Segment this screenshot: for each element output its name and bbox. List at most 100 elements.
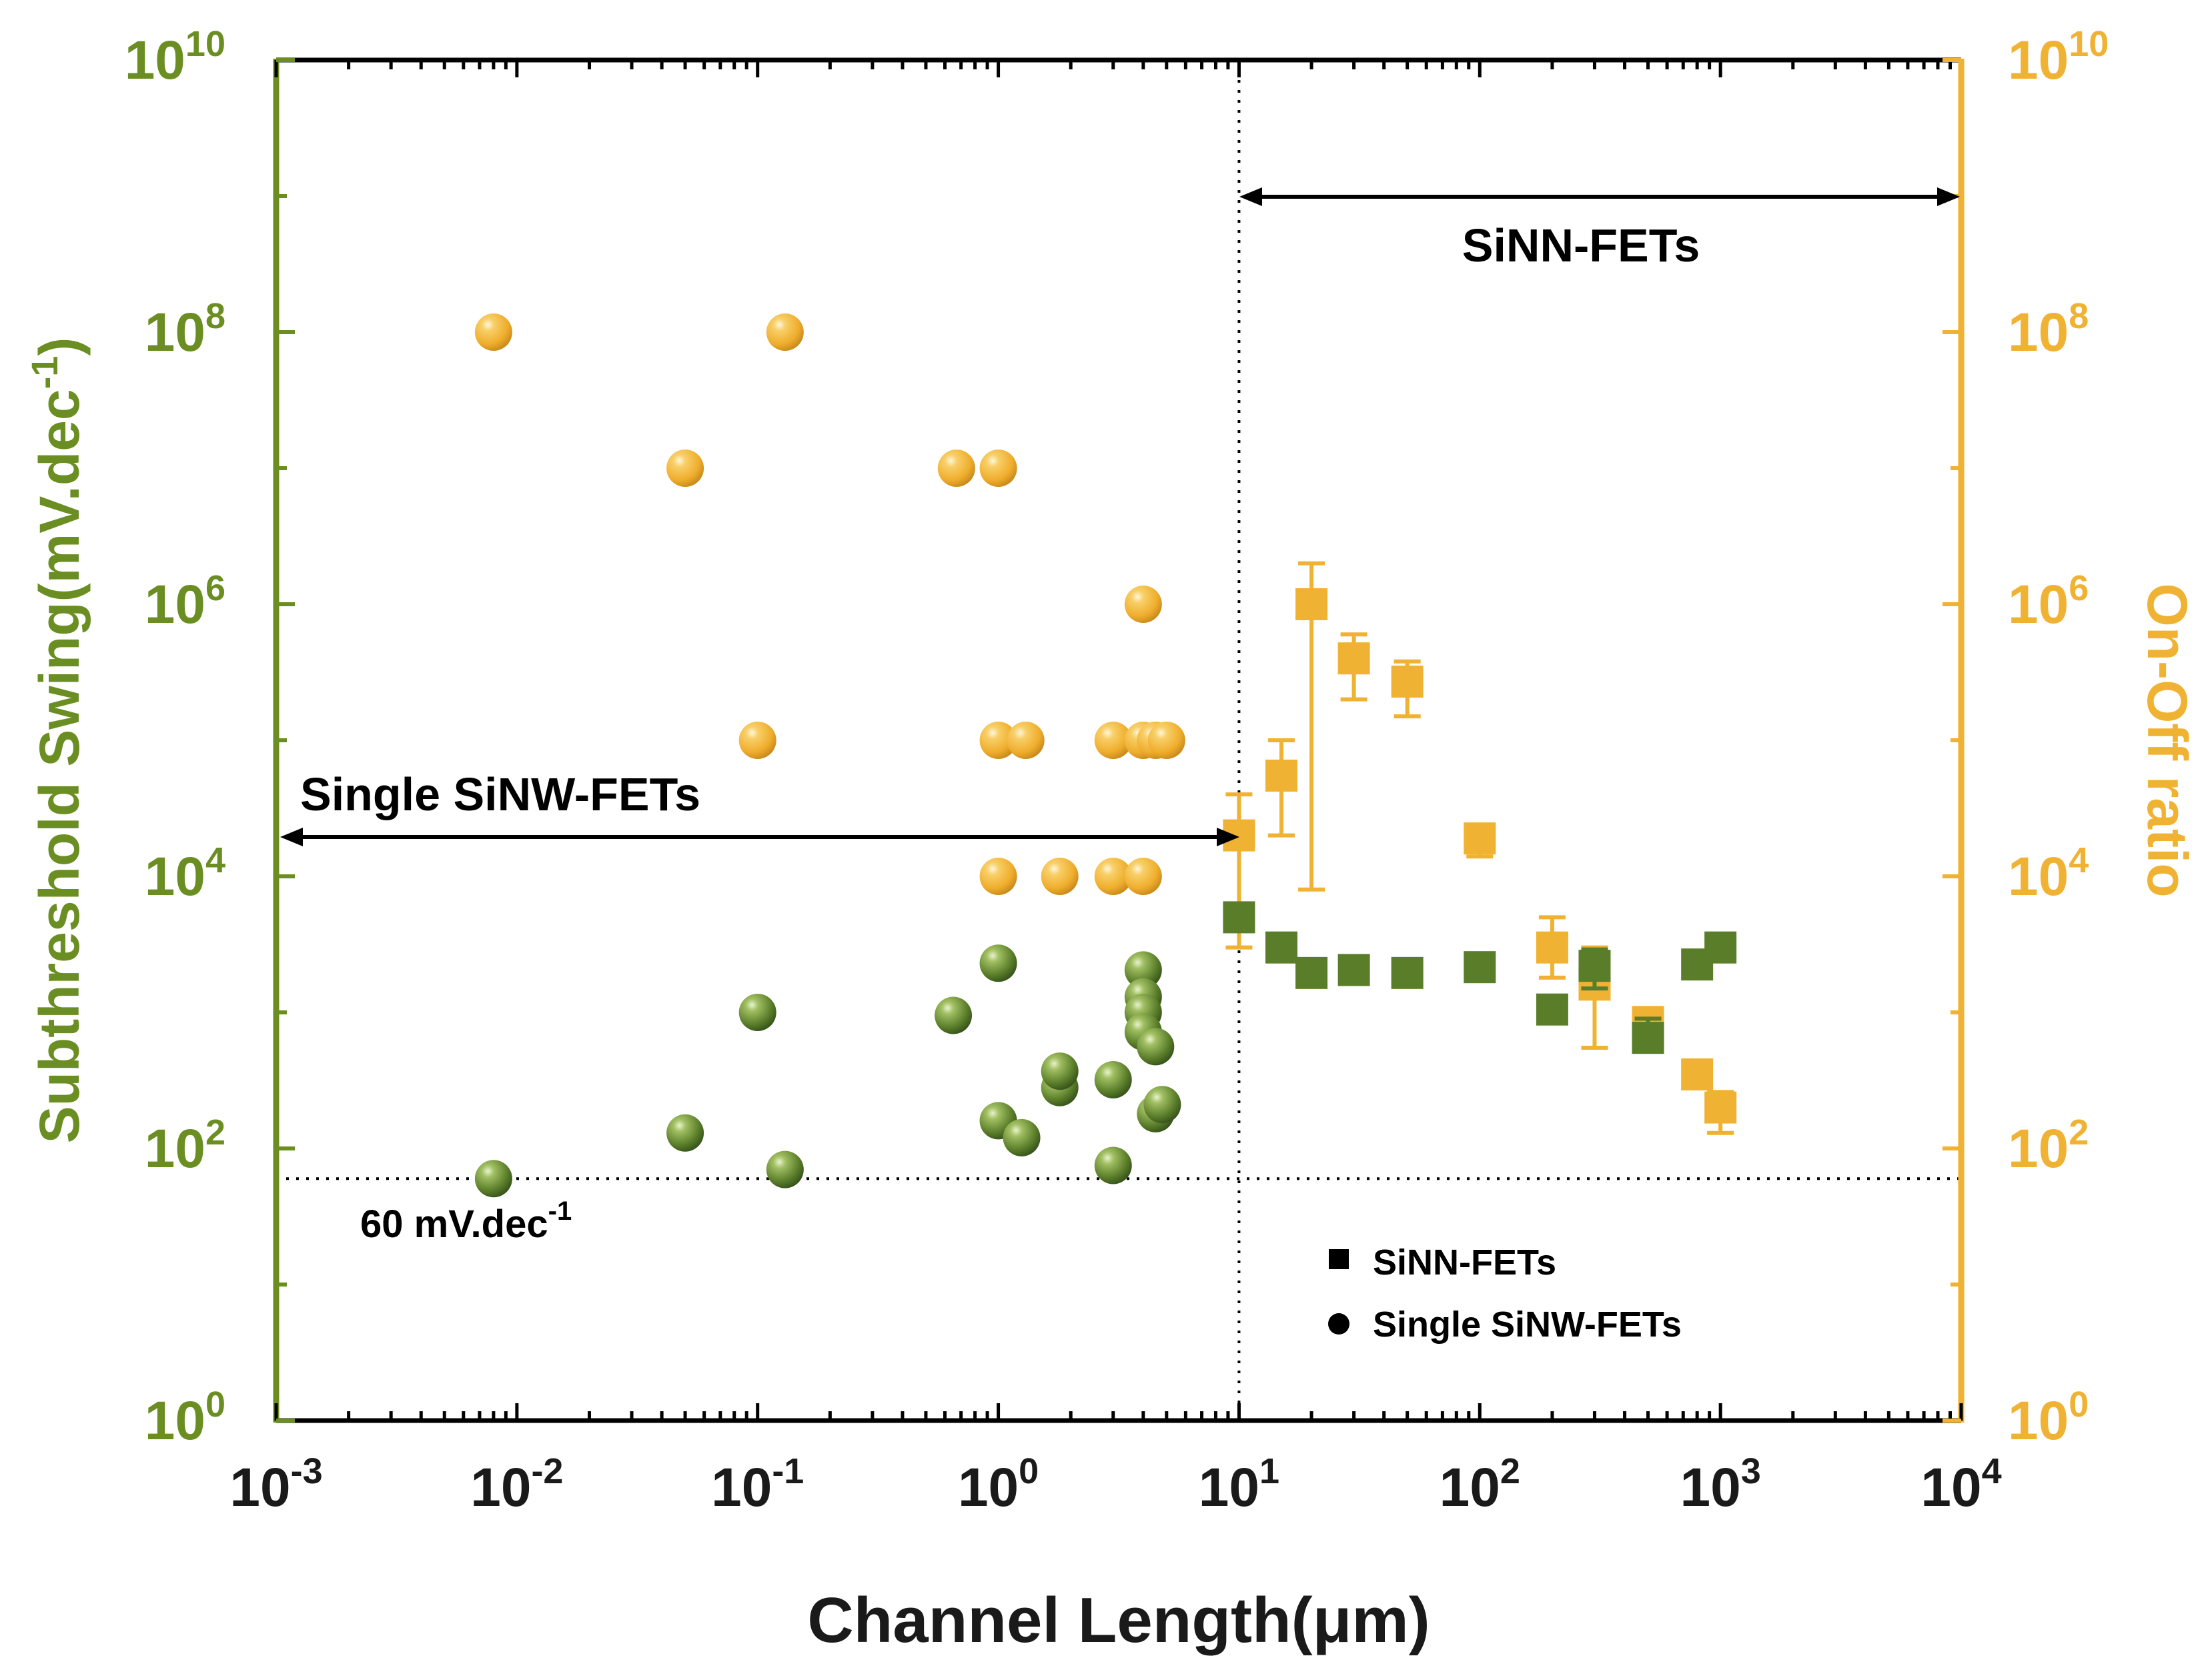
sinw-ss-point: [1124, 951, 1162, 989]
y-tick-label-right-exp: 4: [2069, 840, 2089, 880]
sinw-onoff-point: [937, 450, 975, 487]
x-tick-label-exp: 0: [1019, 1451, 1039, 1491]
sinw-onoff-point: [979, 722, 1017, 759]
legend-circle-marker: [1328, 1313, 1349, 1335]
sinw-onoff-point: [766, 313, 804, 351]
sinw-onoff-point: [1094, 858, 1132, 895]
x-tick-label: 10-1: [711, 1451, 804, 1518]
ticks-layer: [274, 58, 1963, 1423]
sinn-arrow-head-right: [1937, 187, 1960, 206]
annotation-layer: SiNN-FETs Single SiNW-FETs 60 mV.dec-1: [280, 187, 1960, 1246]
sinw-ss-point: [1143, 1086, 1181, 1124]
tick-labels-layer: 10-3 10-2 10-1 100 101 102 103 1041001021041061…: [125, 24, 2109, 1518]
sinw-ss-point: [1003, 1118, 1041, 1156]
sinw-onoff-point: [474, 313, 512, 351]
y-tick-label-left-base: 10: [145, 1118, 205, 1179]
x-tick-label-base: 10: [1920, 1457, 1981, 1518]
y-tick-label-left: 106: [145, 568, 225, 635]
sinn-ss-square: [1536, 993, 1568, 1026]
x-tick-label-base: 10: [711, 1457, 772, 1518]
sinw-onoff-point: [666, 450, 704, 487]
sinn-onoff-square: [1704, 1091, 1737, 1124]
sinw-ss-point: [935, 996, 973, 1034]
y-tick-label-left-exp: 4: [205, 840, 225, 880]
sinw-ss-point: [738, 994, 776, 1031]
x-tick-label: 10-2: [470, 1451, 563, 1518]
x-tick-label-base: 10: [1680, 1457, 1741, 1518]
sinn-onoff-square: [1681, 1058, 1714, 1091]
ss-limit-label-sup: -1: [548, 1196, 572, 1226]
sinn-range-label: SiNN-FETs: [1462, 219, 1700, 271]
sinw-onoff-point: [979, 858, 1017, 895]
x-tick-label: 104: [1920, 1451, 2001, 1518]
y-tick-label-right-exp: 8: [2069, 296, 2089, 336]
sinw-ss-point: [1094, 1060, 1132, 1098]
y-tick-label-right: 106: [2008, 568, 2089, 635]
x-tick-label-base: 10: [958, 1457, 1019, 1518]
x-tick-label-base: 10: [1440, 1457, 1500, 1518]
y-tick-label-right-exp: 2: [2069, 1112, 2089, 1152]
sinn-arrow-head-left: [1239, 187, 1262, 206]
sinn-ss-square: [1265, 931, 1297, 964]
sinn-ss-square: [1632, 1022, 1664, 1054]
y-tick-label-left-exp: 2: [205, 1112, 225, 1152]
x-tick-label: 101: [1199, 1451, 1279, 1518]
sinw-ss-point: [1137, 1028, 1175, 1066]
sinn-ss-square: [1295, 956, 1328, 989]
x-tick-label-exp: 3: [1741, 1451, 1761, 1491]
y-axis-title-left-sup: -1: [23, 356, 65, 389]
x-tick-label-base: 10: [229, 1457, 290, 1518]
y-axis-title-left: Subthreshold Swing(mV.dec-1): [23, 337, 91, 1144]
x-tick-label-base: 10: [1199, 1457, 1259, 1518]
sinw-onoff-point: [1007, 722, 1045, 759]
x-axis-title: Channel Length(μm): [807, 1585, 1430, 1656]
sinw-range-label: Single SiNW-FETs: [300, 768, 700, 820]
sinw-ss-point: [1041, 1052, 1079, 1090]
y-tick-label-right-base: 10: [2008, 302, 2069, 363]
legend-label-sinw: Single SiNW-FETs: [1373, 1305, 1682, 1345]
x-tick-label-exp: 1: [1259, 1451, 1279, 1491]
sinw-arrow-head-right: [1217, 828, 1239, 846]
sinw-ss-point: [766, 1150, 804, 1188]
y-tick-label-left-exp: 10: [185, 24, 225, 64]
y-tick-label-left: 100: [145, 1385, 225, 1451]
sinw-onoff-point: [1094, 722, 1132, 759]
x-tick-label-exp: 4: [1982, 1451, 2002, 1491]
marks-layer: [474, 313, 1737, 1198]
y-tick-label-left: 104: [145, 840, 225, 907]
y-axis-title-left-main: Subthreshold Swing(mV.dec: [28, 389, 91, 1143]
sinw-onoff-point: [979, 450, 1017, 487]
sinn-onoff-square: [1265, 759, 1297, 792]
ss-limit-label: 60 mV.dec-1: [360, 1196, 572, 1246]
sinw-onoff-point: [1147, 722, 1185, 759]
sinn-ss-square: [1464, 951, 1496, 984]
sinn-onoff-square: [1391, 666, 1424, 698]
y-tick-label-right: 108: [2008, 296, 2089, 363]
x-tick-label-exp: -2: [531, 1451, 563, 1491]
sinn-ss-square: [1391, 956, 1424, 989]
sinn-onoff-square: [1536, 931, 1568, 964]
sinn-ss-square: [1337, 954, 1370, 986]
legend-label-sinn: SiNN-FETs: [1373, 1242, 1556, 1283]
ss-limit-label-main: 60 mV.dec: [360, 1202, 548, 1246]
sinw-ss-point: [979, 944, 1017, 982]
sinw-ss-point: [666, 1114, 704, 1152]
y-tick-label-right-base: 10: [2008, 30, 2069, 91]
y-tick-label-left: 1010: [125, 24, 225, 91]
y-axis-title-left-close: ): [28, 337, 91, 356]
y-tick-label-right-exp: 10: [2069, 24, 2109, 64]
y-tick-label-right: 100: [2008, 1385, 2089, 1451]
sinw-onoff-point: [1124, 586, 1162, 623]
y-tick-label-right: 102: [2008, 1112, 2089, 1179]
y-tick-label-left-base: 10: [125, 30, 185, 91]
x-tick-label-exp: -1: [772, 1451, 804, 1491]
x-tick-label: 100: [958, 1451, 1039, 1518]
y-tick-label-right: 1010: [2008, 24, 2109, 91]
y-tick-label-left-base: 10: [145, 846, 205, 907]
axis-titles: Channel Length(μm) Subthreshold Swing(mV…: [23, 337, 2199, 1656]
y-tick-label-right-base: 10: [2008, 846, 2069, 907]
y-tick-label-right-base: 10: [2008, 1391, 2069, 1451]
y-axis-title-right: On-Off ratio: [2136, 583, 2199, 897]
y-tick-label-left-exp: 8: [205, 296, 225, 336]
sinw-arrow-head-left: [280, 828, 303, 846]
